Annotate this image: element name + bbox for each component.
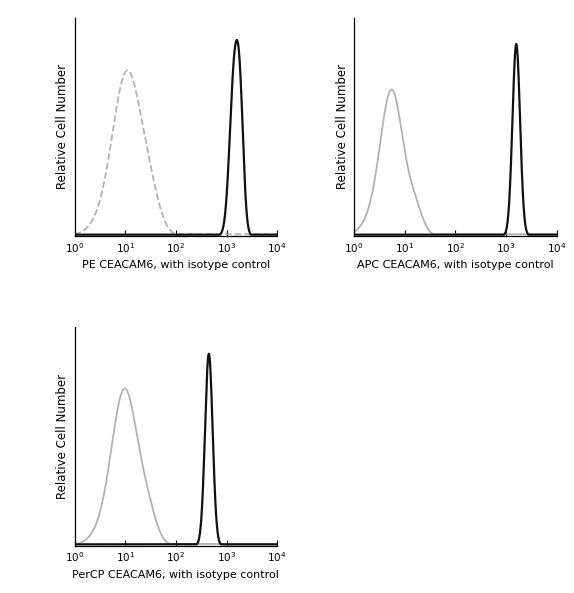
X-axis label: PerCP CEACAM6, with isotype control: PerCP CEACAM6, with isotype control <box>72 570 280 580</box>
X-axis label: APC CEACAM6, with isotype control: APC CEACAM6, with isotype control <box>357 260 554 270</box>
X-axis label: PE CEACAM6, with isotype control: PE CEACAM6, with isotype control <box>82 260 270 270</box>
Y-axis label: Relative Cell Number: Relative Cell Number <box>56 374 69 499</box>
Y-axis label: Relative Cell Number: Relative Cell Number <box>336 64 348 189</box>
Y-axis label: Relative Cell Number: Relative Cell Number <box>56 64 69 189</box>
